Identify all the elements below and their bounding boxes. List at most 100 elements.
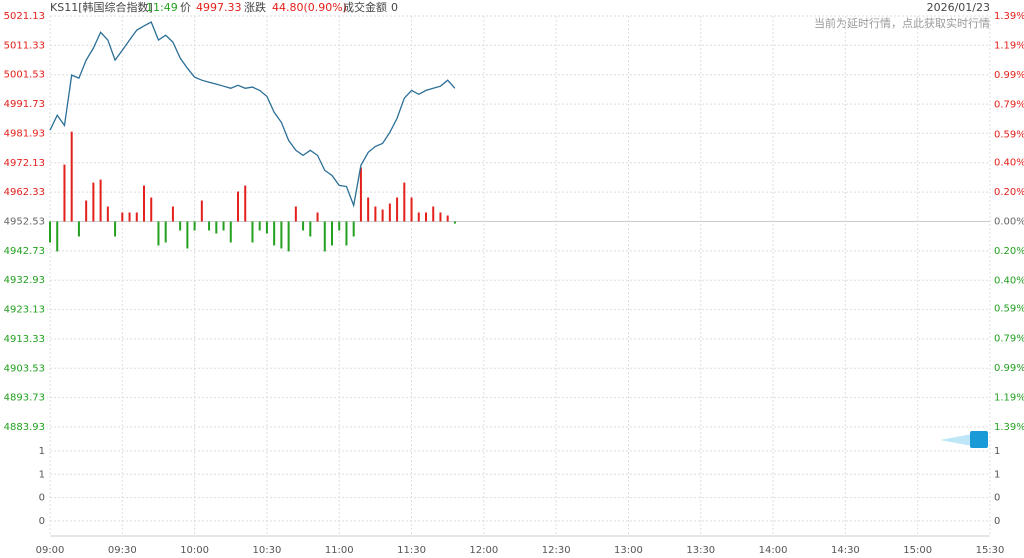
change-bar <box>323 221 326 252</box>
change-bar <box>403 182 406 222</box>
change-bar <box>425 212 427 222</box>
change-bar <box>446 215 449 222</box>
price: 4997.33 <box>196 1 242 14</box>
lower-tick-label-right: 1 <box>994 469 1000 480</box>
change-label: 涨跌 <box>244 0 266 14</box>
amount: 0 <box>391 1 398 14</box>
realtime-link[interactable]: 当前为延时行情，点此获取实时行情 <box>814 16 990 30</box>
change-bar <box>99 179 102 222</box>
y-tick-label: 4903.53 <box>4 363 45 374</box>
scroll-icon[interactable] <box>940 431 988 448</box>
y2-tick-label: 1.39% <box>994 11 1024 22</box>
change-bar <box>121 212 124 222</box>
y2-tick-label: 0.59% <box>994 129 1024 140</box>
x-tick-label: 14:00 <box>759 545 788 556</box>
price-line <box>49 21 456 208</box>
y2-tick-label: 1.19% <box>994 41 1024 52</box>
x-tick-label: 12:00 <box>469 545 498 556</box>
change-bar <box>106 206 109 222</box>
x-tick-label: 14:30 <box>831 545 860 556</box>
change-bar <box>171 206 174 222</box>
y-tick-label: 4883.93 <box>4 422 45 433</box>
symbol: KS11[韩国综合指数] <box>50 0 153 14</box>
change-bar <box>273 221 276 246</box>
change-bar <box>237 191 239 222</box>
change-bar <box>396 197 399 222</box>
y-tick-label: 4942.73 <box>4 246 45 257</box>
change: 44.80(0.90%) <box>272 1 347 14</box>
y2-tick-label: 0.20% <box>994 246 1024 257</box>
x-tick-label: 15:00 <box>903 545 932 556</box>
change-bar <box>135 212 138 222</box>
x-tick-label: 11:00 <box>325 545 354 556</box>
change-bar <box>63 164 66 222</box>
change-bar <box>374 206 377 222</box>
change-bar <box>331 221 333 246</box>
change-bar <box>388 203 391 222</box>
change-bar <box>200 200 203 222</box>
change-bar <box>309 221 312 237</box>
y2-tick-label: 0.99% <box>994 70 1024 81</box>
change-bar <box>265 221 268 234</box>
lower-tick-label: 0 <box>39 493 45 504</box>
y2-tick-label: 0.00% <box>994 217 1024 228</box>
y2-tick-label: 0.99% <box>994 363 1024 374</box>
x-tick-label: 13:30 <box>686 545 715 556</box>
amount-label: 成交金额 <box>343 0 387 14</box>
x-tick-label: 09:30 <box>108 545 137 556</box>
y2-tick-label: 0.79% <box>994 100 1024 111</box>
change-bar <box>114 221 117 237</box>
change-bar <box>302 221 305 231</box>
change-bar <box>410 197 413 222</box>
y-tick-label: 4923.13 <box>4 305 45 316</box>
change-bar <box>345 221 348 246</box>
x-tick-label: 13:00 <box>614 545 643 556</box>
change-bar <box>215 221 218 234</box>
change-bar <box>179 221 182 231</box>
lower-tick-label: 1 <box>39 446 45 457</box>
y2-tick-label: 1.19% <box>994 392 1024 403</box>
y-tick-label: 4932.93 <box>4 275 45 286</box>
change-bar <box>128 212 131 222</box>
change-bar <box>49 221 51 243</box>
change-bar <box>222 221 225 231</box>
y-tick-label: 4962.33 <box>4 187 45 198</box>
change-bar <box>143 185 145 222</box>
change-bar <box>56 221 59 252</box>
lower-tick-label-right: 0 <box>994 493 1000 504</box>
change-bar <box>229 221 232 243</box>
change-bar <box>92 182 95 222</box>
change-bar <box>294 206 297 222</box>
change-bar <box>359 167 362 222</box>
price-label: 价 <box>180 1 191 14</box>
change-bar <box>417 212 420 222</box>
x-tick-label: 15:30 <box>976 545 1005 556</box>
y-tick-label: 4952.53 <box>4 217 45 228</box>
change-bar <box>367 197 370 222</box>
change-bar <box>338 221 341 231</box>
x-tick-label: 11:30 <box>397 545 426 556</box>
y-tick-label: 5021.13 <box>4 11 45 22</box>
change-bar <box>453 221 456 224</box>
change-bar <box>77 221 80 237</box>
y-tick-label: 4913.33 <box>4 334 45 345</box>
change-bar <box>186 221 189 249</box>
change-bar <box>150 197 153 222</box>
y2-tick-label: 0.40% <box>994 157 1024 168</box>
change-bar <box>208 221 211 231</box>
change-bar <box>280 221 283 249</box>
date: 2026/01/23 <box>927 1 990 14</box>
change-bar <box>251 221 254 243</box>
y-tick-label: 5001.53 <box>4 70 45 81</box>
y-tick-label: 4893.73 <box>4 393 45 404</box>
change-bar <box>287 221 290 252</box>
change-bar <box>244 185 247 222</box>
change-bar <box>157 221 160 246</box>
y-tick-label: 4981.93 <box>4 128 45 139</box>
y2-tick-label: 0.40% <box>994 276 1024 287</box>
change-bar <box>258 221 261 231</box>
change-bar <box>439 212 442 222</box>
change-bar <box>70 131 73 222</box>
